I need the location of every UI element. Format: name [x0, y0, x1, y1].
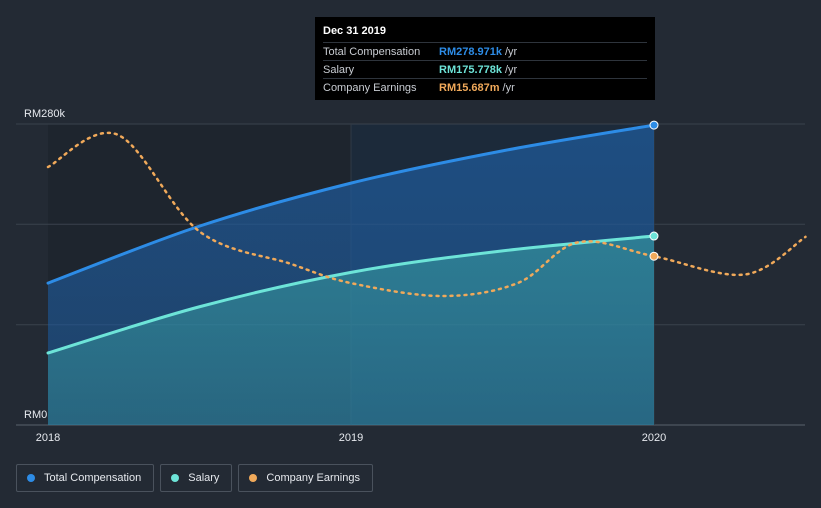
legend-dot-icon	[249, 474, 258, 482]
legend-label: Salary	[188, 472, 220, 484]
tooltip-row-salary: Salary RM175.778k /yr	[323, 60, 647, 78]
tooltip-unit: /yr	[505, 45, 518, 58]
legend: Total Compensation Salary Company Earnin…	[16, 464, 373, 492]
line-salary	[46, 234, 656, 355]
tooltip-row-total: Total Compensation RM278.971k /yr	[323, 42, 647, 60]
marker-salary	[649, 231, 659, 241]
legend-item-total-compensation[interactable]: Total Compensation	[16, 464, 155, 492]
area-salary	[48, 236, 654, 425]
tooltip-label: Total Compensation	[323, 45, 421, 58]
legend-label: Total Compensation	[44, 472, 142, 484]
tooltip-date: Dec 31 2019	[323, 25, 386, 37]
tooltip-value: RM175.778k	[439, 63, 502, 76]
tooltip-label: Company Earnings	[323, 81, 417, 94]
legend-dot-icon	[171, 474, 180, 482]
legend-item-salary[interactable]: Salary	[160, 464, 233, 492]
legend-dot-icon	[27, 474, 35, 482]
marker-company-earnings	[649, 251, 659, 261]
y-tick-label: RM280k	[24, 108, 65, 120]
legend-item-company-earnings[interactable]: Company Earnings	[238, 464, 373, 492]
tooltip-value: RM278.971k	[439, 45, 502, 58]
x-tick-label: 2020	[642, 432, 666, 444]
legend-label: Company Earnings	[266, 472, 360, 484]
x-tick-label: 2018	[36, 432, 60, 444]
tooltip-unit: /yr	[502, 81, 515, 94]
marker-total-compensation	[649, 120, 659, 130]
tooltip-label: Salary	[323, 63, 355, 76]
tooltip-row-earnings: Company Earnings RM15.687m /yr	[323, 78, 647, 96]
tooltip: Dec 31 2019 Total Compensation RM278.971…	[315, 17, 655, 100]
tooltip-value: RM15.687m	[439, 81, 500, 94]
line-total-compensation	[46, 123, 656, 285]
y-tick-label: RM0	[24, 409, 47, 421]
tooltip-unit: /yr	[505, 63, 518, 76]
line-company-earnings	[46, 131, 807, 298]
x-tick-label: 2019	[339, 432, 363, 444]
